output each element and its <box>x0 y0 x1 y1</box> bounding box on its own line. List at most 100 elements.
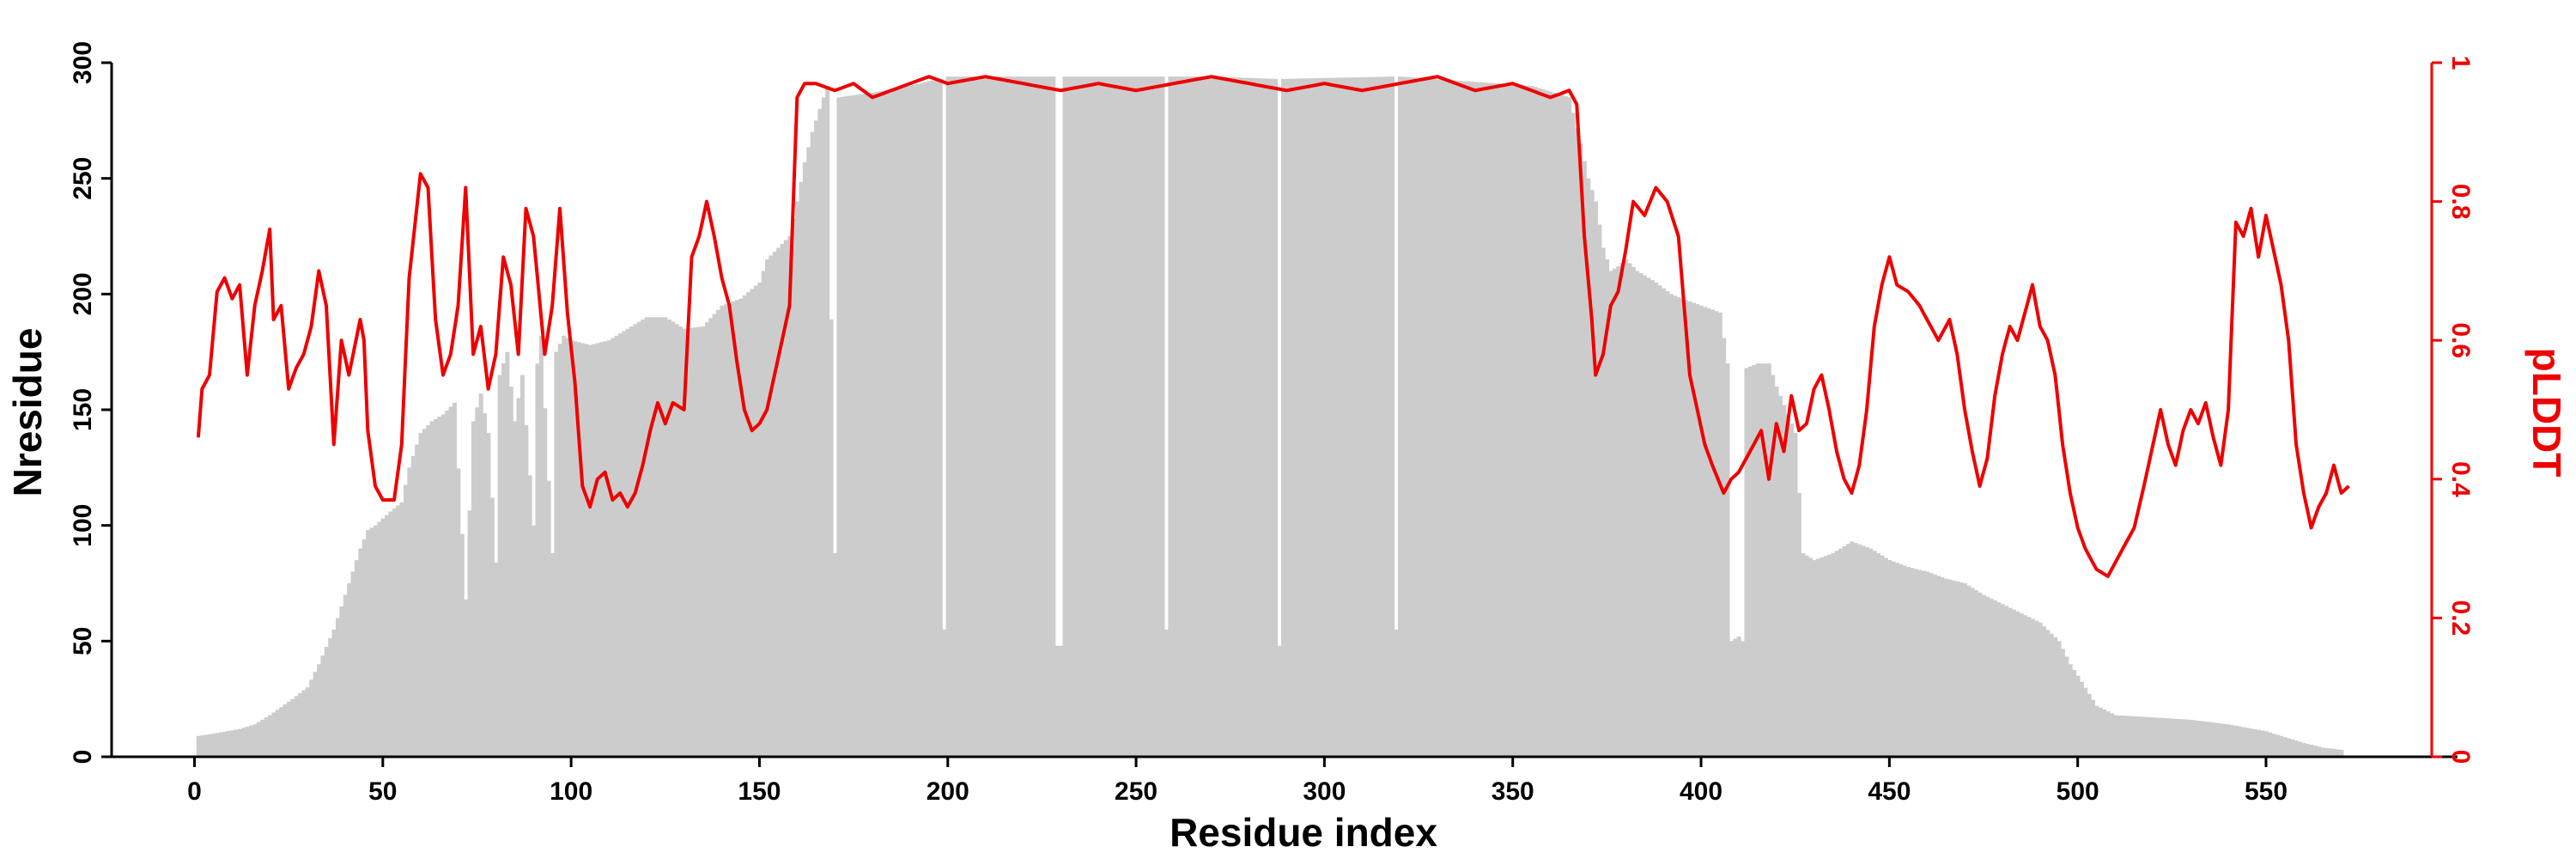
nresidue-bar <box>1556 94 1561 758</box>
nresidue-bar <box>2124 716 2129 757</box>
nresidue-bar <box>1043 76 1048 757</box>
nresidue-bar <box>1371 76 1376 758</box>
nresidue-bar <box>494 562 499 757</box>
nresidue-bar <box>1397 76 1402 757</box>
nresidue-bar <box>546 480 551 757</box>
nresidue-bar <box>1176 76 1181 757</box>
nresidue-bar <box>343 594 348 757</box>
nresidue-bar <box>1326 77 1331 758</box>
x-axis-title: Residue index <box>1170 810 1437 855</box>
nresidue-bar <box>1589 190 1595 757</box>
x-tick-label: 0 <box>187 777 202 806</box>
nresidue-bar <box>1582 161 1587 758</box>
nresidue-bar <box>776 247 781 758</box>
nresidue-bar <box>2147 716 2152 757</box>
nresidue-bar <box>994 76 999 757</box>
nresidue-bar <box>1710 309 1715 757</box>
nresidue-bar <box>1989 598 1994 757</box>
nresidue-bar <box>1100 76 1105 757</box>
nresidue-bar <box>1081 76 1086 757</box>
nresidue-bar <box>1255 78 1260 757</box>
nresidue-bar <box>215 733 220 757</box>
nresidue-bar <box>1612 268 1617 758</box>
nresidue-bar <box>587 344 592 757</box>
nresidue-bar <box>1461 81 1467 757</box>
nresidue-bar <box>440 414 446 757</box>
nresidue-bar <box>1092 76 1097 757</box>
nresidue-bar <box>1872 551 1877 757</box>
nresidue-bar <box>286 701 291 757</box>
nresidue-bar <box>1717 312 1722 757</box>
nresidue-bar <box>859 94 864 757</box>
nresidue-bar <box>1932 574 1937 757</box>
nresidue-bar <box>1348 77 1353 758</box>
nresidue-bar <box>1631 266 1636 757</box>
nresidue-bar <box>573 341 578 757</box>
nresidue-bar <box>2331 748 2336 757</box>
nresidue-bar <box>1755 363 1760 757</box>
nresidue-bar <box>1567 97 1572 757</box>
nresidue-bar <box>1040 76 1045 757</box>
x-tick-label: 550 <box>2245 777 2287 806</box>
nresidue-bar <box>2102 710 2107 757</box>
x-tick-label: 150 <box>738 777 781 806</box>
nresidue-bar <box>1379 76 1383 757</box>
nresidue-bar <box>671 321 676 757</box>
nresidue-bar <box>1533 87 1538 757</box>
nresidue-bar <box>1473 82 1478 757</box>
nresidue-bar <box>1736 636 1741 757</box>
nresidue-bar <box>1217 76 1222 758</box>
nresidue-bar <box>2015 611 2020 757</box>
nresidue-bar <box>497 375 502 757</box>
nresidue-bar <box>1608 271 1613 757</box>
nresidue-bar <box>1029 76 1034 757</box>
nresidue-bar <box>1187 76 1192 757</box>
nresidue-bar <box>535 363 540 757</box>
nresidue-bar <box>486 432 491 757</box>
nresidue-bar <box>1495 83 1500 757</box>
nresidue-bar <box>2301 742 2306 757</box>
nresidue-bar <box>2245 728 2250 757</box>
nresidue-bar <box>968 76 973 757</box>
y2-tick-label: 0.2 <box>2446 600 2475 637</box>
nresidue-bar <box>757 282 762 757</box>
y-tick-label: 250 <box>69 157 97 200</box>
nresidue-bar <box>851 94 856 757</box>
nresidue-bar <box>727 302 732 757</box>
nresidue-bar <box>1845 544 1850 757</box>
nresidue-bar <box>900 87 905 758</box>
nresidue-bar <box>1676 296 1681 757</box>
nresidue-bar <box>975 76 981 757</box>
nresidue-bar <box>1288 78 1293 758</box>
y2-tick-label: 1 <box>2446 56 2475 70</box>
nresidue-bar <box>1036 76 1041 757</box>
nresidue-bar <box>452 402 457 757</box>
nresidue-bar <box>2317 746 2322 757</box>
nresidue-bar <box>1722 338 1727 757</box>
nresidue-bar <box>1059 645 1064 757</box>
nresidue-bar <box>1390 76 1395 757</box>
nresidue-bar <box>1514 84 1519 757</box>
nresidue-bar <box>2026 617 2032 757</box>
nresidue-bar <box>2203 722 2208 757</box>
nresidue-bar <box>2087 693 2092 757</box>
nresidue-bar <box>1285 78 1290 757</box>
nresidue-bar <box>633 324 638 757</box>
nresidue-bar <box>761 271 766 757</box>
nresidue-bar <box>2268 732 2273 757</box>
nresidue-bar <box>2057 641 2062 757</box>
nresidue-bar <box>659 317 665 757</box>
y-tick-label: 300 <box>69 41 97 84</box>
nresidue-bar <box>1940 577 1945 757</box>
nresidue-bar <box>1089 76 1094 757</box>
nresidue-bar <box>324 647 329 757</box>
nresidue-bar <box>2083 687 2088 757</box>
nresidue-bar <box>708 318 714 757</box>
nresidue-bar <box>1337 77 1342 757</box>
nresidue-bar <box>2023 615 2028 757</box>
nresidue-bar <box>489 497 495 757</box>
nresidue-bar <box>734 300 739 758</box>
x-tick-label: 500 <box>2057 777 2099 806</box>
nresidue-bar <box>882 90 886 758</box>
